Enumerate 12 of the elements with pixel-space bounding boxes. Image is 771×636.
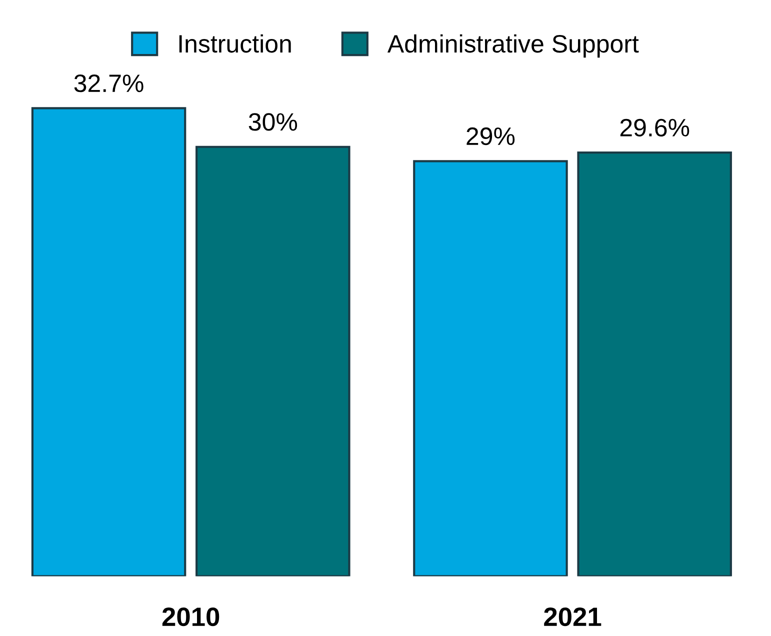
data-label: 30%	[248, 113, 298, 131]
data-label: 29.6%	[620, 118, 690, 137]
bar	[31, 107, 186, 576]
data-label: 29%	[466, 127, 515, 146]
x-tick-label: 2010	[162, 607, 220, 626]
legend-label: Instruction	[179, 34, 291, 53]
data-label: 32.7%	[74, 74, 144, 92]
bar	[196, 146, 350, 576]
x-tick-label: 2021	[544, 607, 602, 626]
bar	[413, 160, 568, 576]
legend-label: Administrative Support	[387, 34, 639, 58]
bar	[577, 152, 732, 576]
